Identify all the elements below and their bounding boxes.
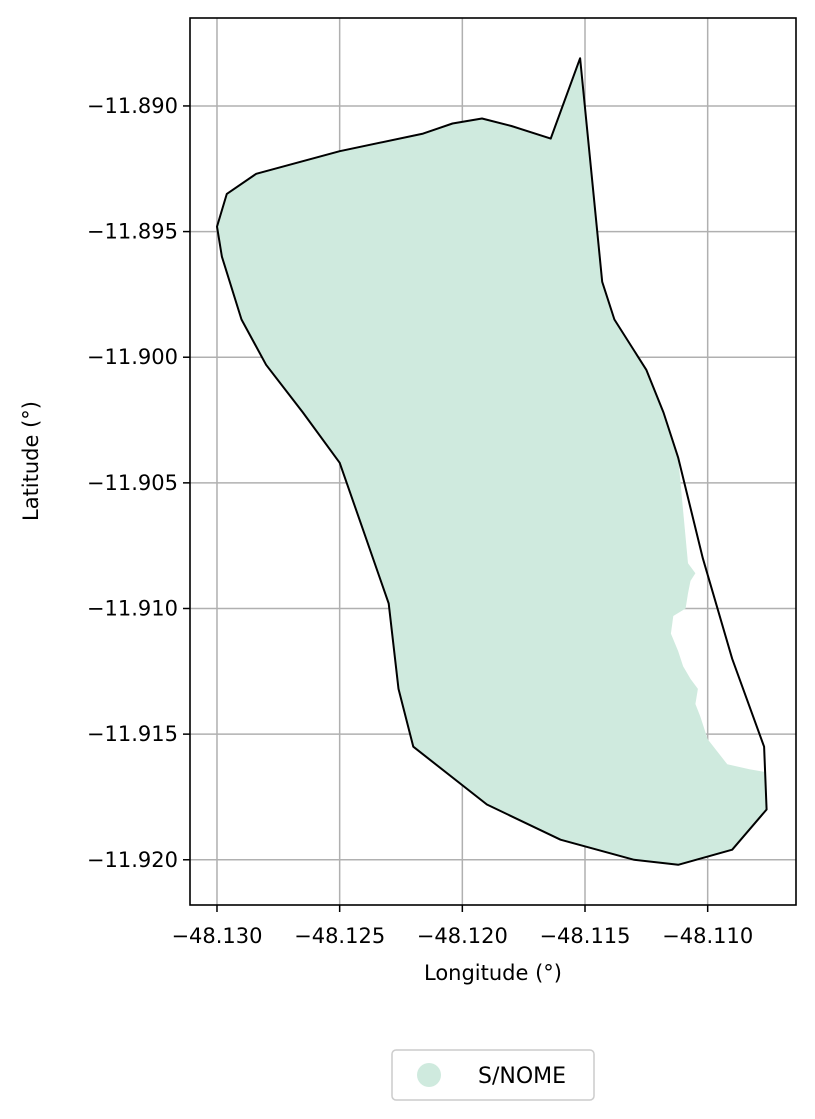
y-tick-label: −11.910	[87, 596, 178, 620]
x-tick-label: −48.125	[294, 924, 385, 948]
x-tick-label: −48.115	[539, 924, 630, 948]
y-tick-label: −11.920	[87, 848, 178, 872]
legend: S/NOME	[391, 1049, 595, 1101]
x-tick-label: −48.110	[662, 924, 753, 948]
region-outline	[216, 57, 768, 866]
y-tick-label: −11.895	[87, 220, 178, 244]
legend-frame	[391, 1049, 595, 1101]
y-axis-label: Latitude (°)	[19, 401, 43, 521]
legend-marker	[417, 1063, 441, 1087]
data-layer	[216, 57, 768, 866]
y-tick-label: −11.915	[87, 722, 178, 746]
y-tick-label: −11.890	[87, 94, 178, 118]
y-tick-label: −11.905	[87, 471, 178, 495]
region-fill	[217, 58, 767, 865]
legend-label: S/NOME	[478, 1064, 566, 1089]
y-tick-label: −11.900	[87, 345, 178, 369]
x-tick-label: −48.120	[417, 924, 508, 948]
axes-frame	[189, 17, 797, 906]
x-axis-label: Longitude (°)	[424, 961, 562, 985]
x-tick-label: −48.130	[171, 924, 262, 948]
ticks: −48.130 −48.125 −48.120 −48.115 −48.110 −11.8…	[87, 94, 753, 948]
